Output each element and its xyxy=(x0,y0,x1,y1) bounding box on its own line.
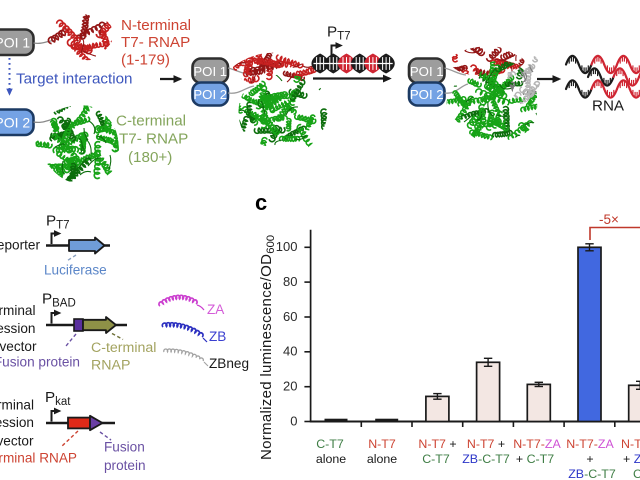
svg-text:C-T7: C-T7 xyxy=(422,452,450,466)
svg-text:alone: alone xyxy=(316,452,346,466)
svg-text:C-terminal: C-terminal xyxy=(0,303,36,318)
svg-text:+: + xyxy=(586,452,593,466)
svg-text:ZB-C-T7: ZB-C-T7 xyxy=(568,467,616,480)
svg-text:vector: vector xyxy=(0,434,34,449)
svg-text:alone: alone xyxy=(367,452,397,466)
svg-text:Fusion: Fusion xyxy=(104,440,145,455)
svg-text:protein: protein xyxy=(104,458,146,473)
svg-text:-5×: -5× xyxy=(599,212,619,227)
svg-text:PT7: PT7 xyxy=(46,213,70,232)
svg-text:N-T7: N-T7 xyxy=(368,437,396,451)
svg-text:40: 40 xyxy=(283,344,297,359)
svg-text:T7- RNAP: T7- RNAP xyxy=(121,34,190,51)
svg-text:POI 1: POI 1 xyxy=(410,64,444,79)
svg-text:c: c xyxy=(255,190,267,215)
svg-text:60: 60 xyxy=(283,309,297,324)
svg-text:vector: vector xyxy=(0,339,37,354)
svg-text:+ ZB: + ZB xyxy=(623,452,640,466)
svg-text:Fusion protein: Fusion protein xyxy=(0,355,80,370)
svg-text:ZA: ZA xyxy=(207,302,225,317)
svg-text:80: 80 xyxy=(283,274,297,289)
svg-text:Normalized luminescence/OD600: Normalized luminescence/OD600 xyxy=(258,235,277,460)
svg-text:C-T7: C-T7 xyxy=(316,437,344,451)
svg-text:POI 2: POI 2 xyxy=(0,114,30,130)
svg-text:0: 0 xyxy=(290,413,297,428)
svg-text:+ C-T7: + C-T7 xyxy=(516,452,554,466)
svg-text:N-terminal: N-terminal xyxy=(0,398,34,413)
svg-text:POI 2: POI 2 xyxy=(193,87,227,102)
svg-text:T7- RNAP: T7- RNAP xyxy=(119,131,188,148)
svg-text:ZB: ZB xyxy=(209,329,226,344)
svg-text:expression: expression xyxy=(0,415,34,430)
svg-text:POI 1: POI 1 xyxy=(193,64,227,79)
svg-text:N-terminal: N-terminal xyxy=(121,17,191,34)
svg-text:POI 1: POI 1 xyxy=(0,34,30,50)
svg-text:expression: expression xyxy=(0,321,36,336)
svg-text:20: 20 xyxy=(283,379,297,394)
svg-text:ZBneg: ZBneg xyxy=(209,356,249,371)
svg-text:C-terminal: C-terminal xyxy=(91,340,156,356)
svg-text:N-T7 +: N-T7 + xyxy=(418,437,456,451)
svg-text:C: C xyxy=(633,467,640,480)
svg-text:N-T7 +: N-T7 + xyxy=(467,437,505,451)
svg-text:ZB-C-T7: ZB-C-T7 xyxy=(462,452,510,466)
svg-text:100: 100 xyxy=(276,239,298,254)
svg-text:POI 2: POI 2 xyxy=(410,87,444,102)
svg-text:RNAP: RNAP xyxy=(91,358,130,374)
svg-text:N-terminal RNAP: N-terminal RNAP xyxy=(0,451,77,466)
svg-text:RNA: RNA xyxy=(592,98,625,115)
svg-text:N-T7-ZA: N-T7-ZA xyxy=(513,437,561,451)
svg-text:N-T7-ZA: N-T7-ZA xyxy=(566,437,614,451)
svg-text:Target interaction: Target interaction xyxy=(16,71,133,88)
svg-text:(1-179): (1-179) xyxy=(121,52,170,69)
svg-text:N-T7-: N-T7- xyxy=(621,437,640,451)
svg-text:C-terminal: C-terminal xyxy=(116,113,186,130)
svg-text:Reporter: Reporter xyxy=(0,238,40,253)
svg-text:Luciferase: Luciferase xyxy=(44,263,107,278)
svg-text:(180+): (180+) xyxy=(128,149,172,166)
